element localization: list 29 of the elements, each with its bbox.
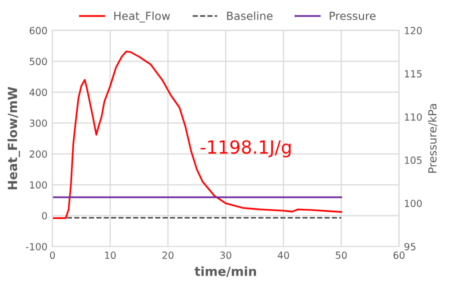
x-tick-label: 50 bbox=[336, 252, 347, 259]
y2-tick-label: 105 bbox=[404, 156, 422, 164]
y-axis-title: Heat_Flow/mW bbox=[8, 86, 20, 190]
y-tick-label: 100 bbox=[30, 181, 47, 189]
y2-tick-label: 110 bbox=[404, 113, 422, 121]
y2-tick-label: 120 bbox=[404, 26, 422, 34]
x-tick-label: 60 bbox=[393, 252, 405, 259]
line-series bbox=[52, 50, 342, 219]
x-tick-label: 10 bbox=[105, 252, 116, 259]
legend-label: Heat_Flow bbox=[114, 11, 170, 23]
y2-axis-title: Pressure/kPa bbox=[428, 104, 438, 173]
y-tick-label: 500 bbox=[30, 58, 47, 66]
y2-tick-label: 95 bbox=[404, 242, 416, 250]
x-tick-label: 30 bbox=[220, 252, 232, 259]
x-tick-label: 20 bbox=[162, 252, 174, 259]
y-tick-label: 0 bbox=[42, 212, 47, 220]
legend-label: Baseline bbox=[227, 11, 273, 20]
y2-tick-label: 100 bbox=[404, 200, 422, 208]
y-tick-label: 200 bbox=[30, 150, 47, 158]
y2-tick-label: 115 bbox=[404, 70, 422, 78]
y-tick-label: 400 bbox=[29, 88, 47, 96]
y-tick-label: 600 bbox=[30, 26, 47, 34]
y-tick-label: -100 bbox=[26, 242, 47, 250]
x-tick-label: 40 bbox=[278, 252, 290, 259]
annotation: -1198.1J/g bbox=[200, 140, 291, 158]
y-tick-label: 300 bbox=[30, 120, 47, 127]
legend-label: Pressure bbox=[330, 12, 376, 20]
x-axis-title: time/min bbox=[194, 266, 256, 277]
x-tick-label: 0 bbox=[50, 252, 55, 259]
